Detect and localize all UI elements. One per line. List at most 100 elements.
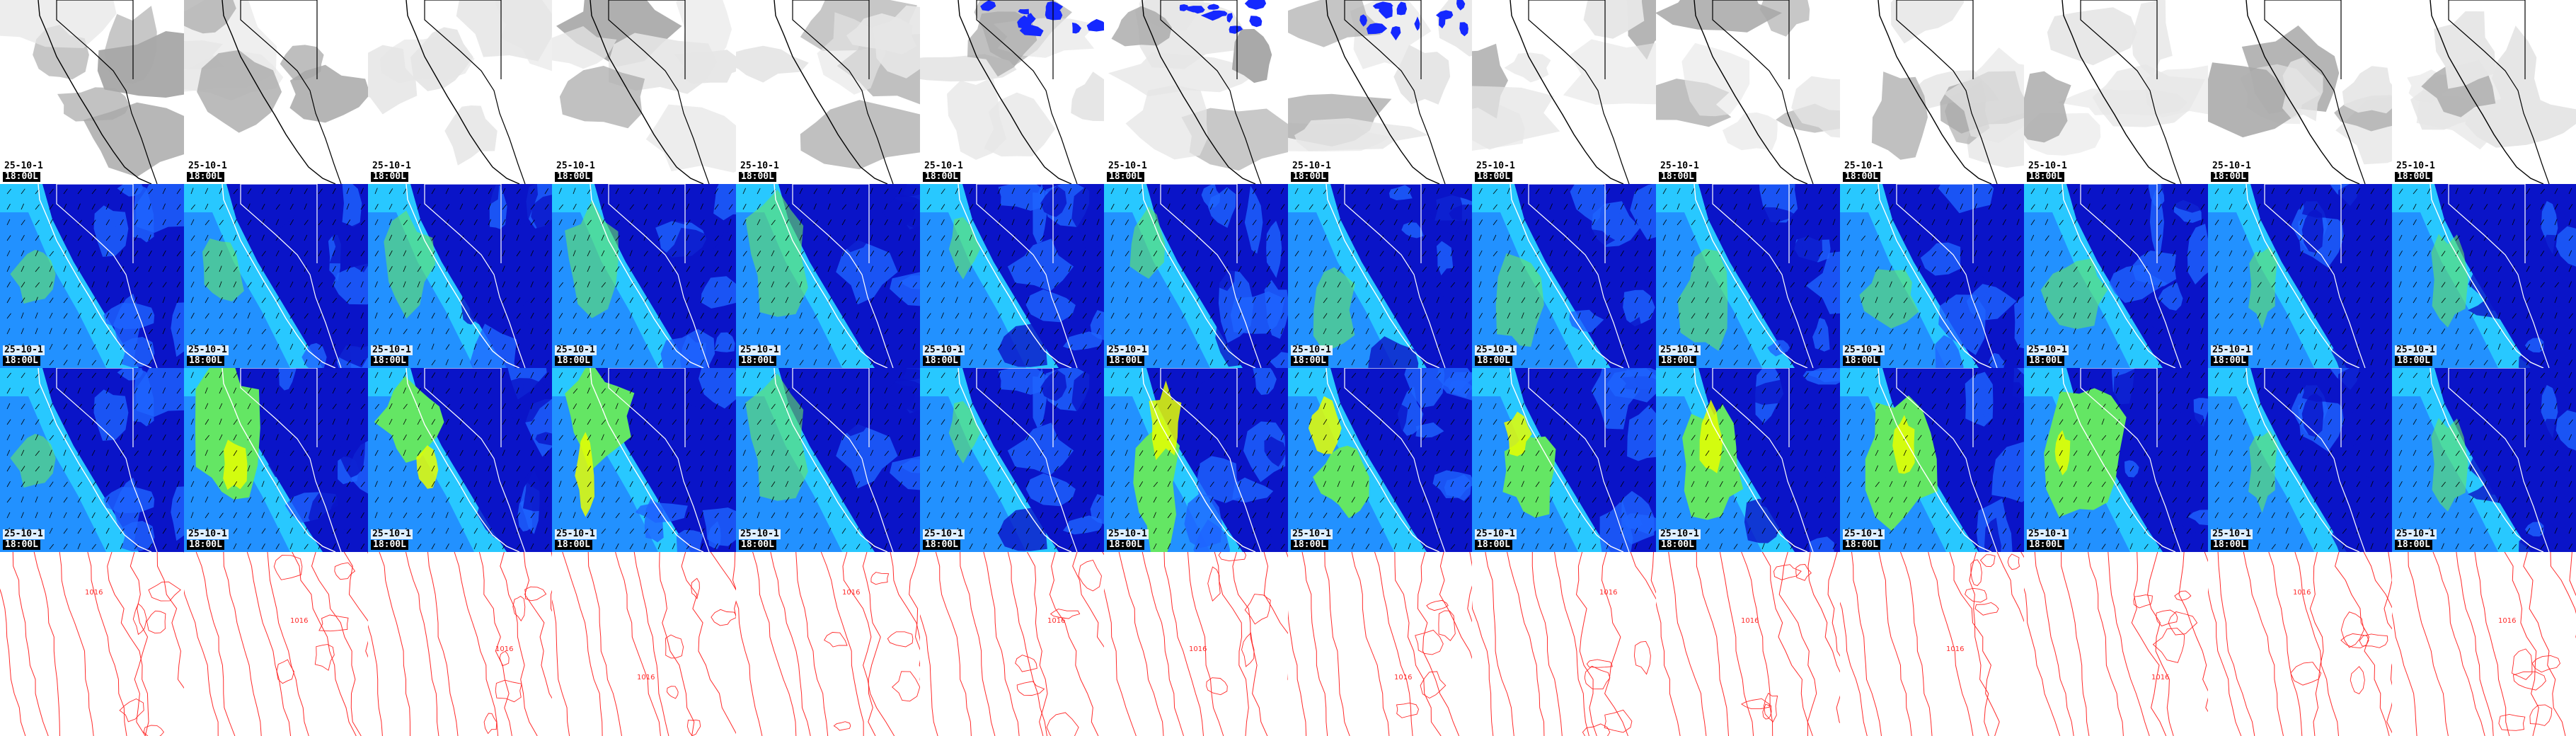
stamp-date: 25-10-1: [1475, 161, 1517, 171]
valid-time-stamp: 25-10-1 18:00L: [1107, 161, 1149, 182]
stamp-date: 25-10-1: [923, 529, 965, 539]
wind-speed-upper-panel: 25-10-1 18:00L: [1840, 368, 2024, 552]
valid-time-stamp: 25-10-1 18:00L: [1475, 161, 1517, 182]
stamp-date: 25-10-1: [371, 161, 413, 171]
wind-speed-lower-panel: 25-10-1 18:00L: [184, 184, 368, 368]
stamp-time: 18:00L: [187, 356, 224, 366]
wind-speed-upper-panel: 25-10-1 18:00L: [2024, 368, 2208, 552]
stamp-time: 18:00L: [2027, 540, 2064, 550]
stamp-date: 25-10-1: [1291, 529, 1333, 539]
stamp-date: 25-10-1: [3, 345, 45, 355]
wind-speed-upper-panel: 25-10-1 18:00L: [2208, 368, 2392, 552]
pressure-contours-map: 1016: [368, 552, 552, 736]
satellite-cloud-panel: 25-10-1 18:00L: [552, 0, 736, 184]
valid-time-stamp: 25-10-1 18:00L: [3, 529, 45, 550]
stamp-date: 25-10-1: [555, 345, 597, 355]
valid-time-stamp: 25-10-1 18:00L: [1659, 161, 1701, 182]
valid-time-stamp: 25-10-1 18:00L: [3, 161, 45, 182]
wind-speed-lower-map: [2208, 184, 2392, 368]
stamp-time: 18:00L: [555, 540, 592, 550]
satellite-cloud-panel: 25-10-1 18:00L: [736, 0, 920, 184]
stamp-date: 25-10-1: [1843, 161, 1885, 171]
stamp-date: 25-10-1: [2211, 529, 2253, 539]
pressure-contours-panel: 1016: [2208, 552, 2392, 736]
wind-speed-upper-map: [1472, 368, 1656, 552]
stamp-date: 25-10-1: [187, 345, 229, 355]
valid-time-stamp: 25-10-1 18:00L: [555, 161, 597, 182]
stamp-date: 25-10-1: [1659, 345, 1701, 355]
pressure-contours-map: 1016: [2208, 552, 2392, 736]
stamp-time: 18:00L: [3, 540, 40, 550]
isobar-label: 1016: [1599, 589, 1617, 597]
valid-time-stamp: 25-10-1 18:00L: [923, 345, 965, 366]
valid-time-stamp: 25-10-1 18:00L: [923, 161, 965, 182]
valid-time-stamp: 25-10-1 18:00L: [371, 345, 413, 366]
valid-time-stamp: 25-10-1 18:00L: [555, 529, 597, 550]
stamp-date: 25-10-1: [1291, 345, 1333, 355]
stamp-time: 18:00L: [1843, 172, 1880, 182]
stamp-date: 25-10-1: [187, 529, 229, 539]
pressure-contours-map: 1016: [1840, 552, 2024, 736]
satellite-cloud-map: [1288, 0, 1472, 184]
wind-speed-lower-map: [2392, 184, 2576, 368]
satellite-cloud-map: [1840, 0, 2024, 184]
satellite-cloud-map: [1472, 0, 1656, 184]
valid-time-stamp: 25-10-1 18:00L: [1107, 529, 1149, 550]
isobar-label: 1016: [1189, 645, 1207, 653]
satellite-cloud-panel: 25-10-1 18:00L: [0, 0, 184, 184]
wind-speed-upper-map: [1104, 368, 1288, 552]
stamp-date: 25-10-1: [555, 161, 597, 171]
wind-speed-upper-map: [368, 368, 552, 552]
pressure-contours-map: 1016: [1104, 552, 1288, 736]
satellite-cloud-map: [2208, 0, 2392, 184]
wind-speed-lower-panel: 25-10-1 18:00L: [0, 184, 184, 368]
stamp-date: 25-10-1: [371, 345, 413, 355]
pressure-contours-panel: 1016: [920, 552, 1104, 736]
stamp-date: 25-10-1: [739, 529, 781, 539]
wind-speed-lower-map: [1104, 184, 1288, 368]
wind-speed-lower-map: [184, 184, 368, 368]
stamp-date: 25-10-1: [2027, 161, 2069, 171]
wind-speed-upper-panel: 25-10-1 18:00L: [368, 368, 552, 552]
stamp-time: 18:00L: [1475, 356, 1512, 366]
satellite-cloud-map: [0, 0, 184, 184]
pressure-contours-map: 1016: [0, 552, 184, 736]
valid-time-stamp: 25-10-1 18:00L: [1475, 529, 1517, 550]
pressure-contours-panel: 1016: [0, 552, 184, 736]
valid-time-stamp: 25-10-1 18:00L: [1291, 529, 1333, 550]
pressure-contours-map: 1016: [736, 552, 920, 736]
stamp-time: 18:00L: [1107, 540, 1144, 550]
isobar-label: 1016: [1946, 645, 1964, 653]
stamp-time: 18:00L: [371, 356, 408, 366]
wind-speed-lower-map: [1288, 184, 1472, 368]
stamp-date: 25-10-1: [1107, 529, 1149, 539]
satellite-cloud-panel: 25-10-1 18:00L: [2392, 0, 2576, 184]
valid-time-stamp: 25-10-1 18:00L: [1843, 345, 1885, 366]
valid-time-stamp: 25-10-1 18:00L: [2027, 345, 2069, 366]
stamp-date: 25-10-1: [2211, 161, 2253, 171]
valid-time-stamp: 25-10-1 18:00L: [2027, 529, 2069, 550]
wind-speed-upper-map: [2392, 368, 2576, 552]
stamp-date: 25-10-1: [2027, 529, 2069, 539]
pressure-contours-panel: 1016: [2024, 552, 2208, 736]
stamp-date: 25-10-1: [2211, 345, 2253, 355]
stamp-time: 18:00L: [371, 540, 408, 550]
isobar-label: 1016: [2498, 617, 2516, 625]
wind-speed-lower-panel: 25-10-1 18:00L: [2024, 184, 2208, 368]
isobar-label: 1016: [1394, 674, 1412, 682]
pressure-contours-map: 1016: [1656, 552, 1840, 736]
satellite-cloud-panel: 25-10-1 18:00L: [2024, 0, 2208, 184]
wind-speed-upper-map: [920, 368, 1104, 552]
stamp-time: 18:00L: [555, 356, 592, 366]
stamp-date: 25-10-1: [2395, 345, 2437, 355]
stamp-date: 25-10-1: [2395, 161, 2437, 171]
stamp-time: 18:00L: [2395, 356, 2432, 366]
stamp-time: 18:00L: [923, 172, 960, 182]
pressure-contours-map: 1016: [2392, 552, 2576, 736]
stamp-date: 25-10-1: [2395, 529, 2437, 539]
pressure-contours-map: 1016: [552, 552, 736, 736]
pressure-contours-panel: 1016: [1288, 552, 1472, 736]
wind-speed-upper-panel: 25-10-1 18:00L: [920, 368, 1104, 552]
stamp-time: 18:00L: [1107, 172, 1144, 182]
wind-speed-upper-map: [736, 368, 920, 552]
